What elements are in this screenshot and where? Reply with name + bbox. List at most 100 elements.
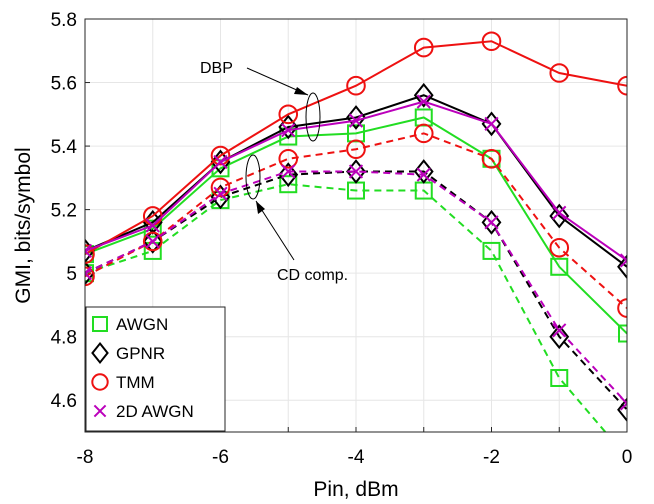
- y-tick-label: 5.6: [51, 74, 77, 95]
- data-point: [416, 167, 431, 182]
- data-point: [549, 324, 570, 350]
- legend-item-gpnr: GPNR: [91, 341, 165, 365]
- plot-frame: [84, 18, 628, 433]
- data-point: [346, 159, 366, 184]
- data-point: [481, 31, 502, 52]
- data-point: [550, 368, 569, 387]
- series-2d-awgn-dbp: [85, 94, 627, 268]
- series-line: [85, 170, 627, 405]
- data-point: [617, 397, 627, 423]
- data-point: [348, 164, 364, 179]
- data-point: [617, 75, 627, 96]
- y-tick-label: 5.2: [51, 201, 77, 222]
- x-tick-label: -8: [77, 447, 94, 468]
- data-point: [213, 186, 228, 201]
- series-line: [85, 94, 627, 268]
- x-tick-label: 0: [622, 447, 633, 468]
- legend-label: GPNR: [116, 344, 165, 363]
- data-point: [279, 127, 298, 146]
- data-point: [278, 148, 299, 169]
- legend-marker: [93, 404, 107, 418]
- data-point: [549, 63, 570, 83]
- legend-box: [85, 306, 226, 432]
- x-axis-label: Pin, dBm: [313, 478, 398, 501]
- data-point: [550, 257, 569, 276]
- cd-comp-ellipse: [245, 154, 261, 200]
- annotations: DBP CD comp.: [200, 60, 348, 284]
- dbp-arrowhead: [294, 87, 308, 95]
- data-point: [481, 111, 502, 137]
- data-point: [549, 237, 570, 258]
- data-point: [617, 254, 627, 280]
- y-axis-label: GMI, bits/symbol: [12, 147, 35, 303]
- x-tick-label: -6: [212, 447, 229, 468]
- data-point: [482, 241, 501, 260]
- legend-marker: [92, 316, 108, 332]
- series-2d-awgn-cd-comp: [85, 164, 627, 411]
- data-point: [145, 218, 160, 233]
- series-line: [85, 40, 627, 255]
- series-clip-group: [85, 31, 627, 432]
- cd-comp-arrowhead: [256, 201, 265, 214]
- y-tick-label: 5: [66, 264, 77, 285]
- series-layer: [85, 31, 627, 432]
- x-tick-label: -2: [483, 447, 500, 468]
- annotation-dbp: DBP: [200, 60, 233, 77]
- data-point: [481, 148, 502, 169]
- y-tick-label: 5.4: [51, 137, 78, 158]
- data-point: [413, 37, 434, 58]
- y-tick-label: 4.6: [51, 391, 77, 412]
- legend-marker: [91, 373, 109, 391]
- series-tmm-cd-comp: [85, 123, 627, 318]
- x-tick-label: -4: [348, 447, 365, 468]
- tick-labels: -8 -6 -4 -2 0 4.6 4.8 5 5.2 5.4 5.6 5.8: [51, 10, 633, 468]
- data-point: [278, 104, 299, 125]
- data-point: [484, 215, 499, 230]
- data-point: [416, 94, 431, 109]
- data-point: [481, 209, 502, 235]
- data-point: [484, 116, 499, 131]
- series-line: [85, 183, 607, 432]
- data-point: [142, 228, 163, 254]
- data-point: [618, 324, 627, 343]
- data-point: [552, 323, 567, 338]
- data-point: [210, 177, 231, 198]
- series-line: [85, 116, 627, 335]
- annotation-cd-comp: CD comp.: [277, 267, 348, 284]
- data-point: [281, 164, 296, 179]
- data-point: [549, 203, 570, 229]
- y-tick-label: 4.8: [51, 328, 77, 349]
- data-point: [213, 154, 228, 170]
- data-point: [143, 241, 162, 260]
- y-tick-label: 5.8: [51, 10, 77, 31]
- data-point: [85, 244, 95, 264]
- data-point: [346, 75, 366, 96]
- legend-label: AWGN: [116, 315, 168, 334]
- data-point: [413, 82, 434, 108]
- data-point: [142, 231, 163, 252]
- data-point: [619, 253, 627, 268]
- data-point: [281, 123, 296, 138]
- data-point: [617, 298, 627, 318]
- data-point: [346, 139, 366, 160]
- legend: AWGN GPNR TMM 2D AWGN: [85, 306, 226, 432]
- legend-item-2d-awgn: 2D AWGN: [93, 402, 194, 421]
- data-point: [552, 205, 567, 220]
- legend-marker: [91, 341, 109, 365]
- data-point: [85, 266, 93, 281]
- legend-label: TMM: [116, 373, 155, 392]
- legend-label: 2D AWGN: [116, 402, 194, 421]
- data-point: [145, 234, 160, 249]
- data-point: [210, 145, 231, 166]
- data-point: [413, 123, 434, 144]
- data-point: [85, 266, 95, 287]
- data-point: [619, 396, 627, 411]
- legend-item-tmm: TMM: [91, 373, 155, 392]
- series-line: [85, 132, 627, 309]
- series-tmm-dbp: [85, 31, 627, 264]
- dbp-ellipse: [305, 92, 321, 142]
- data-point: [279, 175, 298, 194]
- data-point: [348, 113, 364, 128]
- data-point: [85, 243, 93, 259]
